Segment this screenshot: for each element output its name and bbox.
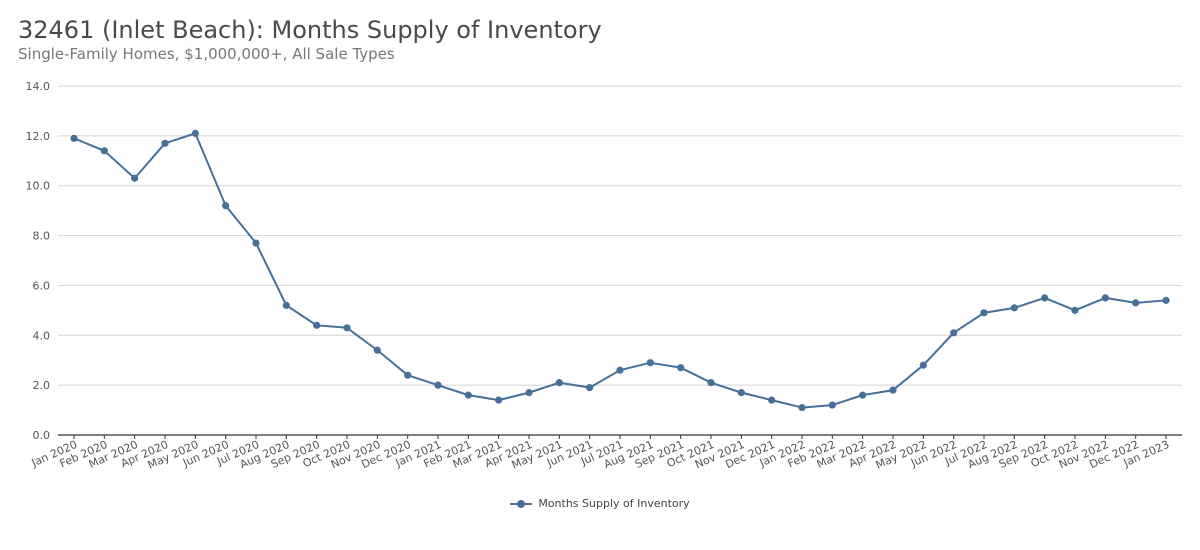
data-point	[737, 389, 745, 397]
data-point	[980, 309, 988, 317]
data-point	[434, 381, 442, 389]
data-point	[950, 329, 958, 337]
data-point	[828, 401, 836, 409]
y-tick-label: 0.0	[33, 429, 51, 442]
y-tick-label: 12.0	[26, 130, 51, 143]
data-point	[555, 379, 563, 387]
data-point	[768, 396, 776, 404]
data-point	[798, 403, 806, 412]
data-point	[343, 324, 351, 332]
data-point	[161, 139, 169, 147]
data-point	[495, 396, 503, 404]
chart-title: 32461 (Inlet Beach): Months Supply of In…	[18, 16, 602, 44]
data-point	[707, 379, 715, 387]
data-point	[1041, 294, 1049, 302]
data-point	[859, 391, 867, 399]
data-point	[191, 129, 199, 137]
data-point	[313, 321, 321, 329]
y-tick-label: 2.0	[33, 379, 51, 392]
legend-item[interactable]: Months Supply of Inventory	[510, 497, 690, 510]
data-point	[131, 174, 139, 182]
data-point	[282, 301, 290, 309]
data-point	[252, 239, 260, 247]
y-tick-label: 6.0	[33, 279, 51, 292]
legend: Months Supply of Inventory	[0, 497, 1200, 512]
chart-subtitle: Single-Family Homes, $1,000,000+, All Sa…	[18, 45, 395, 63]
data-point	[525, 389, 533, 397]
y-tick-label: 4.0	[33, 329, 51, 342]
data-point	[646, 359, 654, 367]
data-point	[677, 364, 685, 372]
data-point	[100, 147, 108, 155]
data-point	[1162, 296, 1170, 304]
data-point	[1101, 294, 1109, 302]
data-point	[464, 391, 472, 399]
series-line	[73, 132, 1167, 409]
data-point	[222, 202, 230, 210]
data-point	[404, 371, 412, 379]
data-point	[1132, 299, 1140, 307]
y-tick-label: 10.0	[26, 180, 51, 193]
data-point	[616, 366, 624, 374]
y-tick-label: 8.0	[33, 230, 51, 243]
data-point	[586, 384, 594, 392]
y-tick-label: 14.0	[26, 80, 51, 93]
data-point	[373, 346, 381, 354]
data-point	[1010, 304, 1018, 312]
data-point	[70, 134, 78, 142]
data-point	[1071, 306, 1079, 314]
legend-label: Months Supply of Inventory	[538, 497, 690, 510]
data-point	[919, 361, 927, 369]
legend-line-marker-icon	[510, 499, 533, 509]
data-point	[889, 386, 897, 394]
